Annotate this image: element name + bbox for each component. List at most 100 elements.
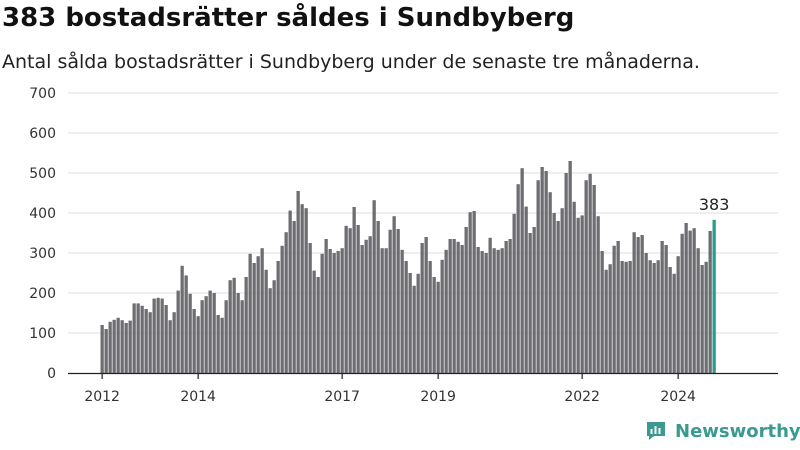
bar[interactable] bbox=[212, 293, 216, 373]
bar[interactable] bbox=[412, 285, 416, 373]
bar[interactable] bbox=[240, 300, 244, 373]
bar[interactable] bbox=[500, 248, 504, 373]
bar[interactable] bbox=[128, 320, 132, 373]
bar[interactable] bbox=[456, 241, 460, 373]
bar[interactable] bbox=[260, 248, 264, 373]
bar[interactable] bbox=[296, 191, 300, 373]
bar[interactable] bbox=[588, 173, 592, 373]
bar[interactable] bbox=[508, 239, 512, 373]
bar[interactable] bbox=[700, 265, 704, 373]
bar[interactable] bbox=[136, 303, 140, 373]
bar[interactable] bbox=[204, 296, 208, 373]
bar[interactable] bbox=[576, 217, 580, 373]
bar[interactable] bbox=[628, 261, 632, 373]
bar[interactable] bbox=[308, 243, 312, 373]
bar[interactable] bbox=[652, 263, 656, 373]
bar[interactable] bbox=[580, 215, 584, 373]
bar[interactable] bbox=[208, 290, 212, 373]
bar[interactable] bbox=[248, 253, 252, 373]
bar[interactable] bbox=[344, 225, 348, 373]
bar[interactable] bbox=[596, 216, 600, 373]
bar[interactable] bbox=[148, 312, 152, 373]
bar[interactable] bbox=[100, 325, 104, 373]
bar[interactable] bbox=[480, 251, 484, 373]
bar[interactable] bbox=[272, 280, 276, 373]
bar[interactable] bbox=[600, 251, 604, 373]
bar[interactable] bbox=[612, 245, 616, 373]
bar[interactable] bbox=[268, 288, 272, 373]
bar[interactable] bbox=[668, 267, 672, 373]
bar[interactable] bbox=[304, 208, 308, 373]
bar[interactable] bbox=[592, 185, 596, 373]
bar[interactable] bbox=[468, 212, 472, 373]
bar[interactable] bbox=[632, 232, 636, 373]
bar[interactable] bbox=[352, 207, 356, 373]
bar[interactable] bbox=[140, 305, 144, 373]
bar[interactable] bbox=[444, 249, 448, 373]
bar[interactable] bbox=[520, 168, 524, 373]
bar[interactable] bbox=[184, 275, 188, 373]
bar[interactable] bbox=[328, 249, 332, 373]
bar[interactable] bbox=[180, 265, 184, 373]
bar[interactable] bbox=[516, 184, 520, 373]
bar[interactable] bbox=[396, 229, 400, 373]
bar[interactable] bbox=[160, 298, 164, 373]
bar[interactable] bbox=[504, 241, 508, 373]
bar[interactable] bbox=[688, 230, 692, 373]
bar[interactable] bbox=[616, 241, 620, 373]
bar[interactable] bbox=[572, 201, 576, 373]
bar[interactable] bbox=[644, 253, 648, 373]
bar[interactable] bbox=[116, 317, 120, 373]
bar[interactable] bbox=[648, 260, 652, 373]
bar[interactable] bbox=[624, 261, 628, 373]
bar[interactable] bbox=[288, 210, 292, 373]
bar[interactable] bbox=[660, 241, 664, 373]
bar[interactable] bbox=[708, 231, 712, 373]
bar[interactable] bbox=[568, 161, 572, 373]
bar[interactable] bbox=[224, 300, 228, 373]
bar[interactable] bbox=[536, 180, 540, 373]
bar[interactable] bbox=[452, 239, 456, 373]
bar[interactable] bbox=[188, 293, 192, 373]
bar[interactable] bbox=[472, 211, 476, 373]
bar[interactable] bbox=[416, 273, 420, 373]
bar[interactable] bbox=[332, 253, 336, 373]
bar[interactable] bbox=[428, 261, 432, 373]
bar[interactable] bbox=[120, 320, 124, 373]
bar[interactable] bbox=[524, 206, 528, 373]
bar[interactable] bbox=[608, 264, 612, 373]
bar[interactable] bbox=[676, 256, 680, 373]
bar[interactable] bbox=[704, 261, 708, 373]
bar[interactable] bbox=[192, 309, 196, 373]
bar[interactable] bbox=[484, 253, 488, 373]
bar[interactable] bbox=[664, 245, 668, 373]
bar[interactable] bbox=[172, 312, 176, 373]
bar[interactable] bbox=[276, 261, 280, 373]
bar[interactable] bbox=[672, 273, 676, 373]
bar[interactable] bbox=[312, 270, 316, 373]
bar[interactable] bbox=[168, 320, 172, 373]
bar[interactable] bbox=[620, 261, 624, 373]
bar[interactable] bbox=[656, 260, 660, 373]
bar[interactable] bbox=[176, 290, 180, 373]
bar[interactable] bbox=[692, 228, 696, 373]
bar[interactable] bbox=[564, 173, 568, 373]
bar[interactable] bbox=[380, 248, 384, 373]
bar[interactable] bbox=[584, 180, 588, 373]
bar[interactable] bbox=[156, 297, 160, 373]
bar[interactable] bbox=[216, 315, 220, 373]
bar[interactable] bbox=[640, 235, 644, 373]
bar[interactable] bbox=[324, 239, 328, 373]
bar[interactable] bbox=[336, 251, 340, 373]
bar[interactable] bbox=[112, 319, 116, 373]
bar[interactable] bbox=[284, 232, 288, 373]
bar-latest[interactable] bbox=[712, 219, 716, 373]
bar[interactable] bbox=[400, 249, 404, 373]
bar[interactable] bbox=[228, 280, 232, 373]
bar[interactable] bbox=[556, 221, 560, 373]
bar[interactable] bbox=[528, 233, 532, 373]
bar[interactable] bbox=[448, 239, 452, 373]
bar[interactable] bbox=[636, 237, 640, 373]
bar[interactable] bbox=[144, 309, 148, 373]
bar[interactable] bbox=[220, 317, 224, 373]
